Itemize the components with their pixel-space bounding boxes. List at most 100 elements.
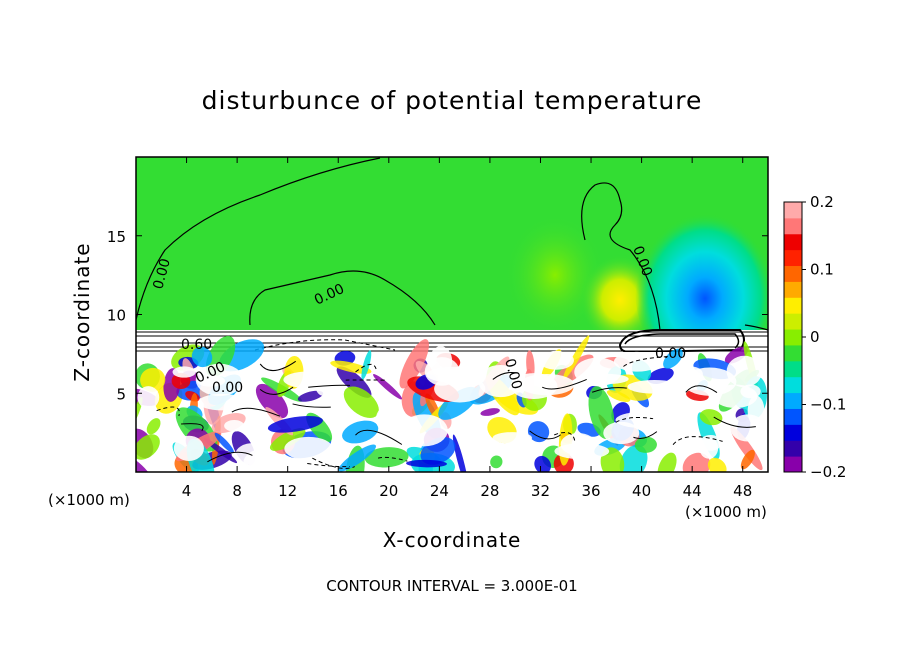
colorbar-tick-label: 0.2 [810,193,834,211]
turbulence-gap [713,384,758,408]
colorbar-swatch [784,329,802,346]
colorbar-swatch [784,265,802,282]
lime-anomaly [505,215,605,335]
y-tick-label: 15 [107,228,126,246]
turbulence-contour [685,385,718,393]
colorbar-swatch [784,456,802,473]
x-tick-label: 24 [430,482,449,500]
turbulence-gap [519,373,575,396]
turbulence-blob [490,455,503,469]
turbulence-blob [647,367,674,384]
turbulence-blob [338,444,377,472]
turbulence-blob [406,459,448,468]
colorbar-swatch [784,297,802,314]
turbulence-contour [308,384,351,388]
turbulence-contour [355,429,403,445]
turbulence-blob [562,335,590,380]
turbulence-blob [399,339,429,389]
contour-label: 0.60 [181,337,212,353]
turbulence-gap [243,448,283,472]
colorbar-swatch [784,249,802,267]
y-tick-label: 10 [107,307,126,325]
turbulence-contour [713,416,756,428]
turbulence-gap [603,421,640,445]
turbulence-blob [214,432,234,454]
turbulence-blob [136,455,154,472]
upper-contours [136,157,768,331]
turbulence-contour [181,423,204,431]
colorbar-tick-label: 0.1 [810,261,834,279]
x-tick-label: 16 [329,482,348,500]
turbulence-blob [657,452,677,472]
colorbar-swatch [784,202,802,219]
colorbar-swatch [784,440,802,457]
x-axis: 4 8 12 16 20 24 28 32 36 40 44 48 [182,157,752,500]
turbulence-blob [269,428,306,451]
turbulence-gap [173,435,204,461]
turbulence-contour [292,403,331,408]
x-unit-left: (×1000 m) [48,491,130,509]
x-tick-label: 8 [232,482,242,500]
x-tick-label: 4 [182,482,192,500]
turbulence-gap [284,436,333,461]
colorbar-swatch [784,233,802,251]
turbulence-blob [330,360,372,374]
contour-label: 0.00 [150,257,174,291]
colorbar-swatch [784,424,802,441]
turbulence-contour [554,431,576,442]
x-tick-label: 32 [531,482,550,500]
turbulence-blob [606,390,631,403]
contour-label: 0.00 [655,346,686,362]
contour-label: 0.00 [501,357,525,391]
turbulence-gap [424,357,460,386]
turbulence-contour [207,451,253,463]
colorbar-swatch [784,392,802,409]
x-tick-label: 36 [581,482,600,500]
colorbar: 0.2 0.1 0 −0.1 −0.2 [783,193,846,481]
contour-interval-note: CONTOUR INTERVAL = 3.000E-01 [326,577,578,595]
turbulence-gap [478,364,523,398]
turbulence-gap [699,434,722,451]
turbulence-gap [613,351,661,372]
turbulence-blob [699,409,723,426]
turbulence-gap [198,393,246,411]
colorbar-swatch [784,376,802,394]
turbulence-gap [400,414,448,447]
boundary-layer-turbulence [136,335,768,472]
turbulence-gap [224,420,245,432]
turbulence-blob [343,386,379,419]
x-tick-label: 48 [733,482,752,500]
turbulence-blob [619,444,648,472]
turbulence-gap [584,373,629,385]
turbulence-gap [615,412,668,429]
colorbar-swatch [784,344,802,362]
field-image [136,157,768,472]
turbulence-blob [373,374,403,400]
turbulence-contour [307,462,350,468]
x-tick-label: 44 [683,482,702,500]
contour-label: 0.00 [212,380,243,396]
turbulence-blob [136,434,160,460]
x-tick-label: 20 [379,482,398,500]
turbulence-contour [259,386,294,395]
turbulence-blob [140,367,166,392]
turbulence-contour [377,456,408,462]
x-unit-right: (×1000 m) [685,503,767,521]
turbulence-blob [297,390,324,402]
turbulence-gap [137,386,160,409]
turbulence-contour [542,378,587,390]
colorbar-swatch [784,360,802,378]
turbulence-blob [361,350,372,380]
turbulence-blob [146,418,161,435]
turbulence-gap [560,432,596,456]
colorbar-swatch [784,217,802,235]
turbulence-gap [730,414,766,442]
turbulence-blob [600,447,625,472]
chart-title: disturbunce of potential temperature [201,86,703,115]
turbulence-gap [682,366,703,382]
turbulence-gap [283,371,334,389]
x-axis-label: X-coordinate [382,528,522,552]
turbulence-gap [538,350,574,370]
colorbar-swatch [784,281,802,298]
